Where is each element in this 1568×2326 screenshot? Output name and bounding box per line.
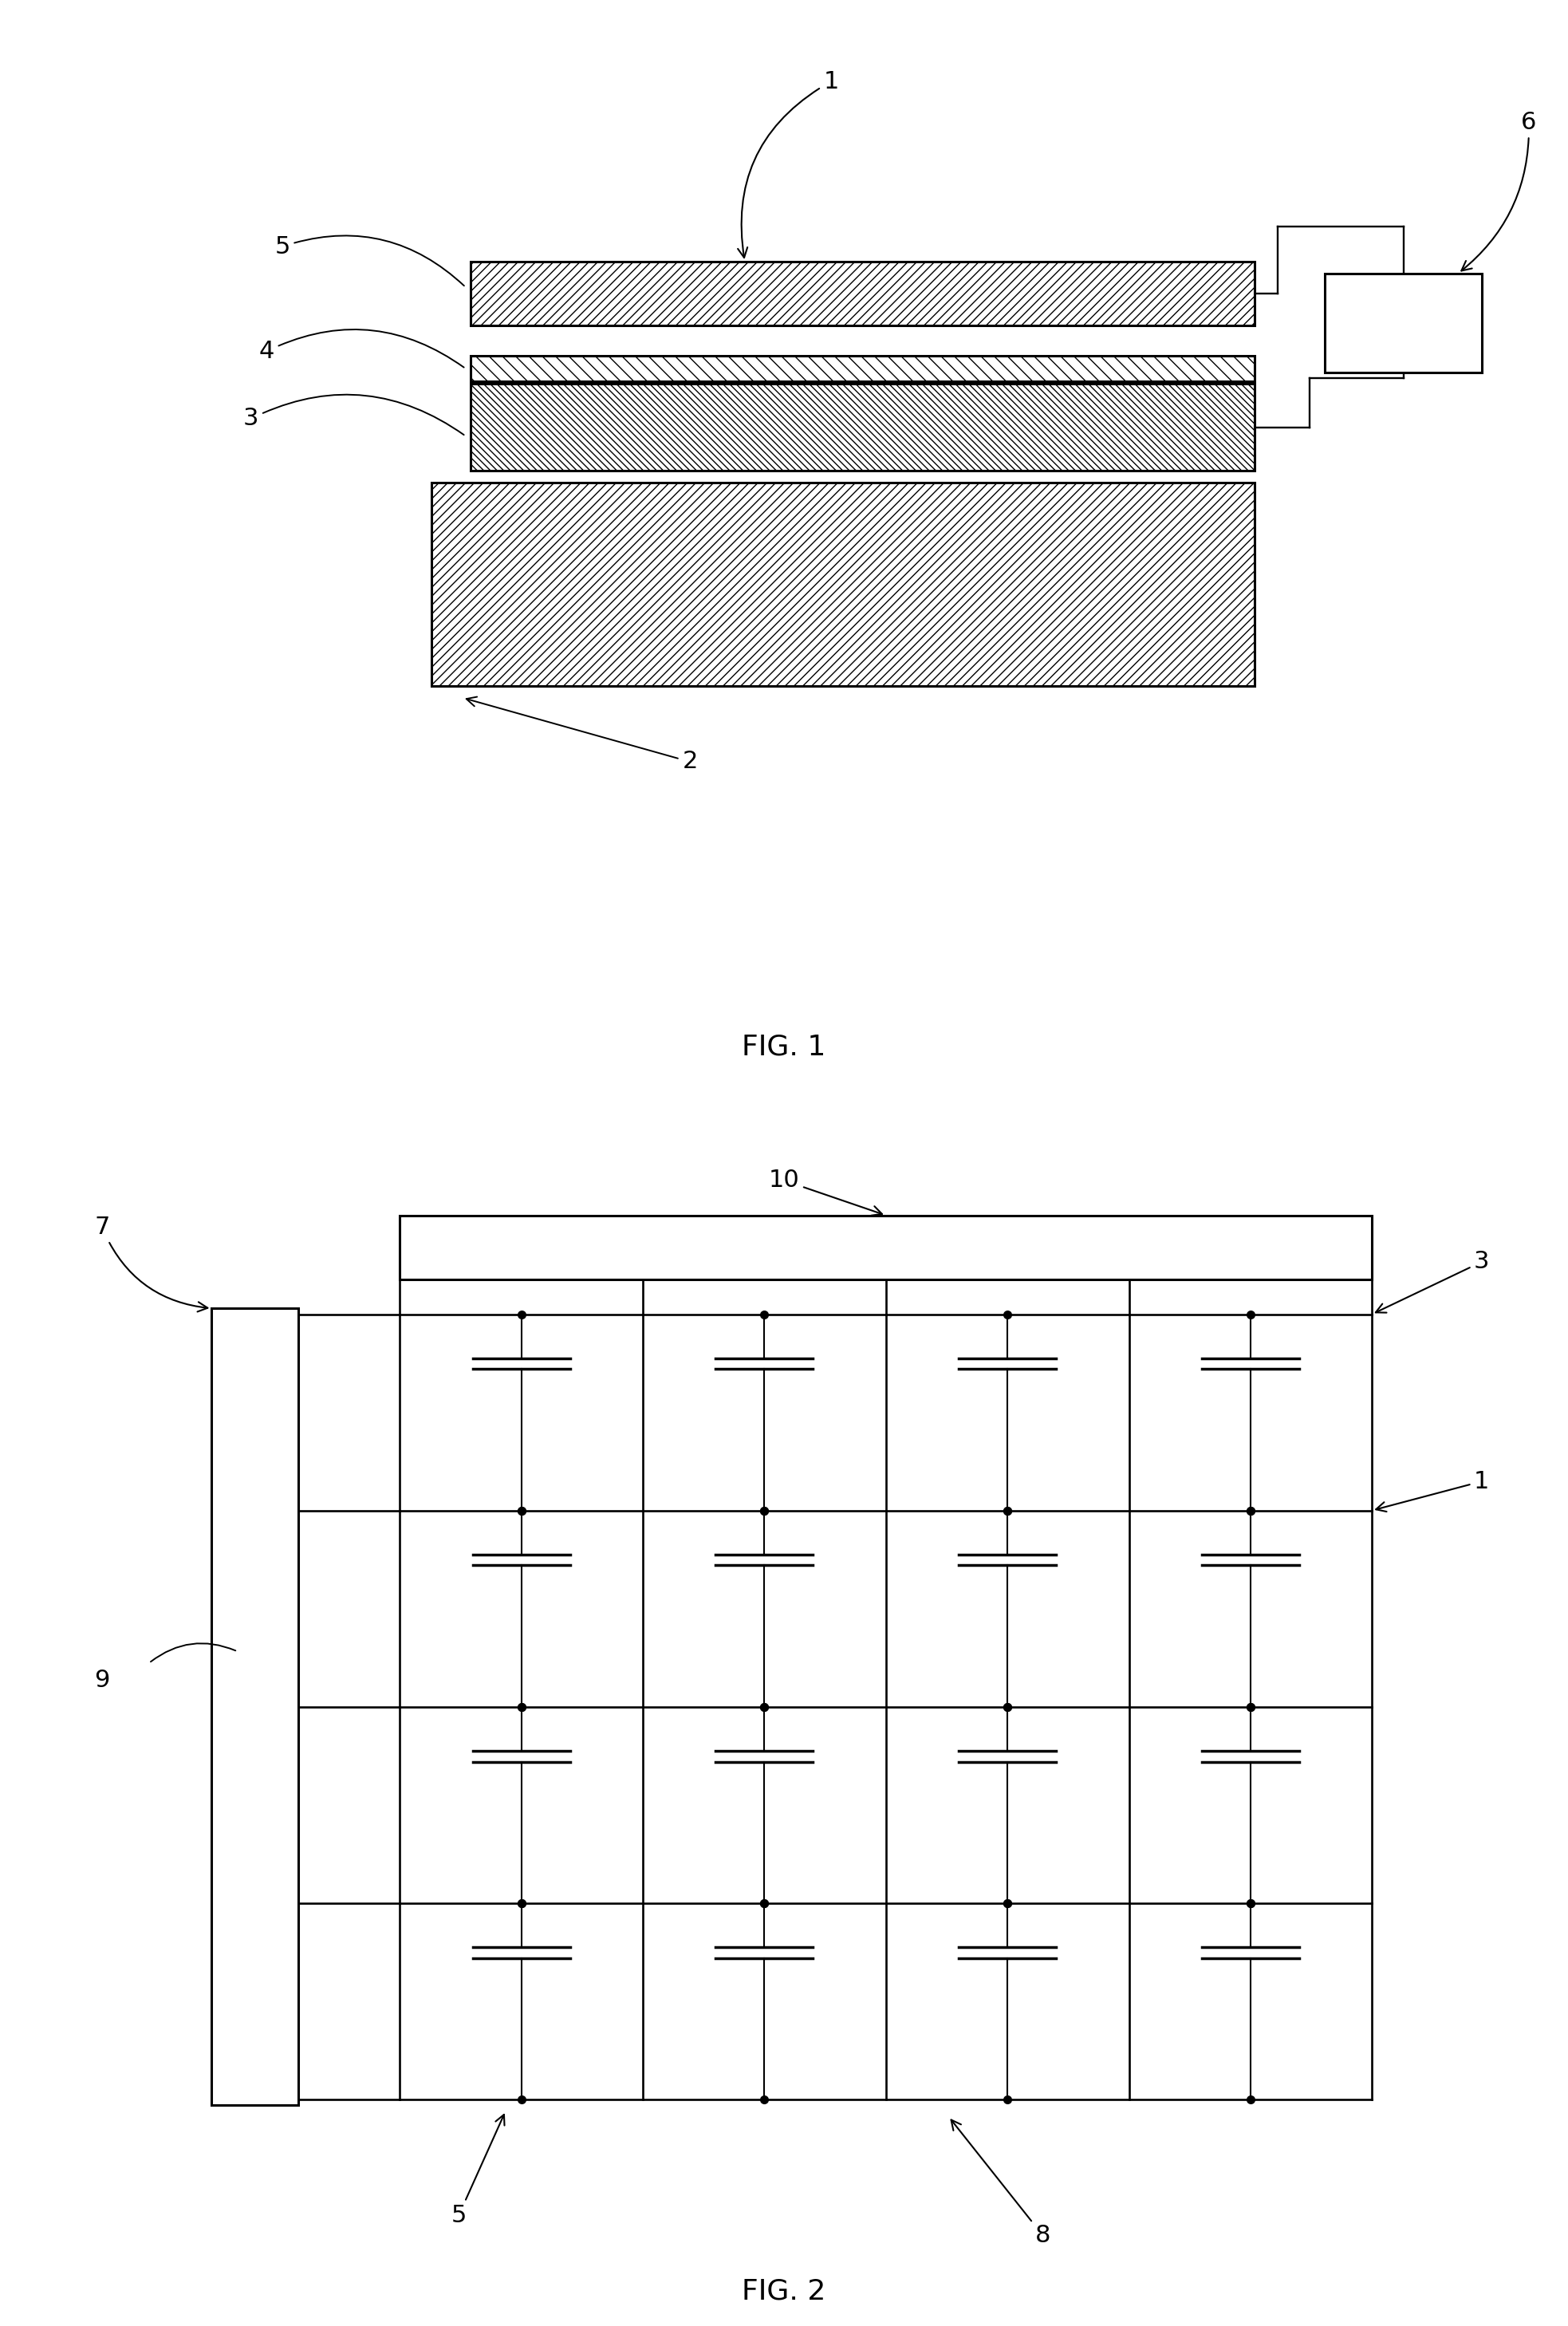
Text: 5: 5 [452,2114,505,2226]
Text: 1: 1 [1377,1470,1490,1512]
Text: FIG. 1: FIG. 1 [742,1033,826,1061]
Text: 1: 1 [739,70,839,258]
Text: 4: 4 [259,330,464,368]
Text: 9: 9 [94,1670,110,1691]
Bar [1325,274,1482,372]
Text: 8: 8 [952,2119,1051,2247]
Text: 3: 3 [1375,1251,1490,1312]
Text: 6: 6 [1461,112,1537,270]
Text: 5: 5 [274,235,464,286]
Text: P: P [1396,309,1411,335]
Bar [470,356,1254,381]
Bar [400,1214,1372,1279]
Text: 2: 2 [466,698,698,772]
Text: 7: 7 [94,1216,207,1312]
Bar [470,261,1254,326]
Bar [431,484,1254,686]
Text: FIG. 2: FIG. 2 [742,2277,826,2305]
Text: 10: 10 [768,1170,883,1216]
Text: 3: 3 [243,395,464,435]
Bar [212,1307,298,2105]
Bar [470,384,1254,470]
